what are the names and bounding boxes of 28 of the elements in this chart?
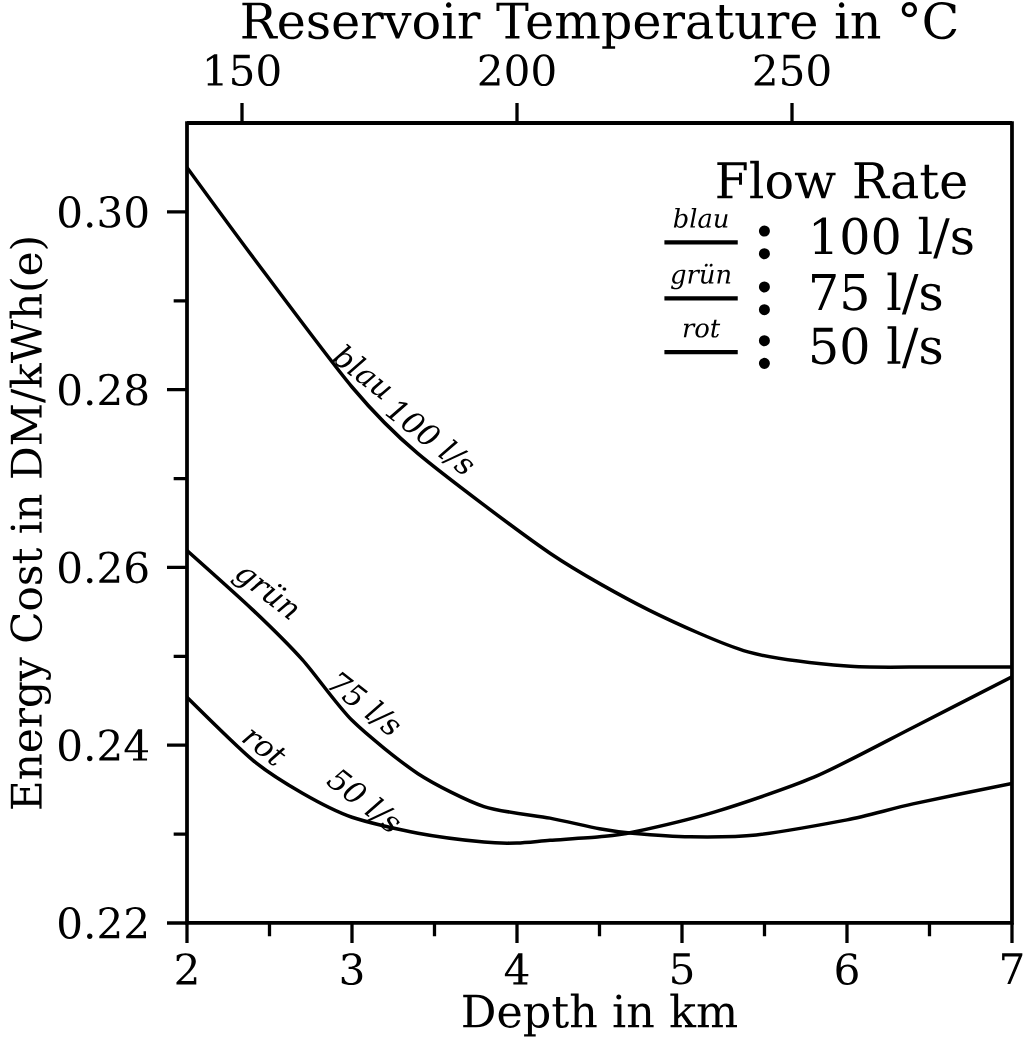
legend-label: 50 l/s	[812, 326, 942, 369]
legend-title: Flow Rate	[717, 160, 966, 199]
x-tick-label: 2	[176, 953, 197, 985]
y-axis-title: Energy Cost in DM/kWh(e)	[9, 238, 51, 809]
annotation: 75 l/s	[328, 671, 400, 735]
annotation: 100 l/s	[385, 401, 474, 474]
x2-tick-label: 150	[206, 54, 280, 87]
x2-tick-label: 200	[479, 54, 555, 87]
legend-label: 100 l/s	[813, 216, 973, 259]
x-tick-label: 3	[341, 953, 363, 986]
x2-tick-label: 250	[754, 54, 830, 87]
legend-label: 75 l/s	[812, 272, 942, 315]
x-axis-title: Depth in km	[463, 993, 737, 1037]
y-tick-label: 0.30	[59, 195, 148, 228]
x-tick-label: 5	[672, 953, 693, 985]
x2-axis-title: Reservoir Temperature in °C	[242, 2, 957, 49]
x-tick-label: 4	[504, 953, 529, 985]
annotation: grün	[670, 263, 731, 290]
annotation: rot	[241, 729, 286, 766]
y-tick-label: 0.22	[59, 907, 146, 939]
annotation: grün	[230, 569, 298, 620]
x-tick-label: 7	[1002, 953, 1023, 984]
y-tick-label: 0.24	[59, 729, 149, 762]
x-tick-label: 6	[836, 953, 858, 986]
y-tick-label: 0.28	[59, 373, 148, 406]
y-tick-label: 0.26	[59, 551, 148, 584]
annotation: blau	[673, 207, 728, 228]
annotation: rot	[683, 319, 721, 338]
